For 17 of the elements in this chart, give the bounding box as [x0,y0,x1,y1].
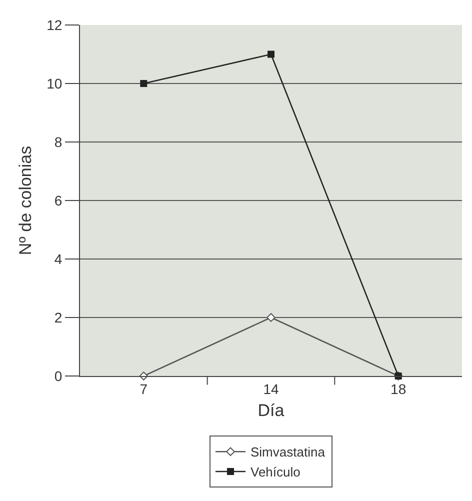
x-tick-label: 7 [140,380,148,397]
y-tick-label: 6 [54,192,62,208]
x-axis-title: Día [258,401,285,420]
legend-label: Simvastatina [250,444,326,460]
y-tick-label: 10 [46,75,62,92]
point [266,313,276,322]
y-axis-title: Nº de colonias [16,146,36,256]
point [268,50,274,58]
y-tick-label: 4 [54,250,62,267]
y-tick-label: 2 [54,309,62,326]
x-tick-label: 14 [263,380,279,397]
legend-label: Vehículo [250,464,300,480]
x-tick-label: 18 [390,380,406,397]
point [140,80,148,87]
y-tick-label: 0 [54,368,62,384]
y-tick-label: 12 [46,16,62,33]
y-tick-label: 8 [54,134,62,150]
